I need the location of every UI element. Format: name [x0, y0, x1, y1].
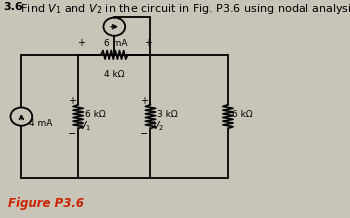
Text: Figure P3.6: Figure P3.6: [8, 197, 84, 210]
Text: Find $V_1$ and $V_2$ in the circuit in Fig. P3.6 using nodal analysis.: Find $V_1$ and $V_2$ in the circuit in F…: [18, 2, 350, 16]
Text: 6 kΩ: 6 kΩ: [85, 110, 105, 119]
Text: 6 mA: 6 mA: [104, 39, 127, 48]
Text: $V_1$: $V_1$: [79, 119, 92, 133]
Text: 4 mA: 4 mA: [29, 119, 52, 128]
Text: $-$: $-$: [67, 127, 76, 137]
Text: +: +: [144, 38, 152, 48]
Text: 3 kΩ: 3 kΩ: [157, 110, 177, 119]
Text: 3.6: 3.6: [3, 2, 23, 12]
Text: +: +: [140, 96, 148, 106]
Text: 4 kΩ: 4 kΩ: [104, 70, 125, 79]
Text: +: +: [68, 96, 76, 106]
Text: $V_2$: $V_2$: [152, 119, 164, 133]
Text: +: +: [77, 38, 85, 48]
Text: $-$: $-$: [139, 127, 149, 137]
Text: 6 kΩ: 6 kΩ: [232, 110, 252, 119]
